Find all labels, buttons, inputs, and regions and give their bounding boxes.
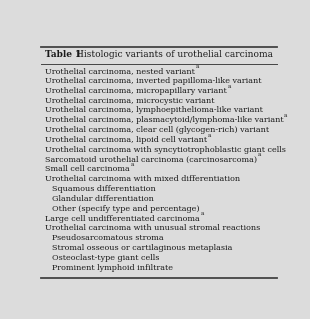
Text: Osteoclast-type giant cells: Osteoclast-type giant cells [52,254,159,262]
Text: Urothelial carcinoma, clear cell (glycogen-rich) variant: Urothelial carcinoma, clear cell (glycog… [45,126,269,134]
Text: Pseudosarcomatous stroma: Pseudosarcomatous stroma [52,234,164,242]
Text: Glandular differentiation: Glandular differentiation [52,195,154,203]
Text: Squamous differentiation: Squamous differentiation [52,185,156,193]
Text: a: a [227,84,231,89]
Text: Urothelial carcinoma, microcystic variant: Urothelial carcinoma, microcystic varian… [45,97,214,105]
Text: a: a [200,211,204,216]
Text: Urothelial carcinoma, micropapillary variant: Urothelial carcinoma, micropapillary var… [45,87,227,95]
Text: Urothelial carcinoma, lipoid cell variant: Urothelial carcinoma, lipoid cell varian… [45,136,207,144]
Text: Urothelial carcinoma, inverted papilloma-like variant: Urothelial carcinoma, inverted papilloma… [45,77,261,85]
Text: Large cell undifferentiated carcinoma: Large cell undifferentiated carcinoma [45,215,200,223]
Text: Urothelial carcinoma, lymphoepithelioma-like variant: Urothelial carcinoma, lymphoepithelioma-… [45,107,263,115]
Text: a: a [284,113,287,118]
Text: Urothelial carcinoma, nested variant: Urothelial carcinoma, nested variant [45,67,195,75]
Text: Other (specify type and percentage): Other (specify type and percentage) [52,205,200,213]
Text: Table 1: Table 1 [45,50,81,59]
Text: Sarcomatoid urothelial carcinoma (carcinosarcoma): Sarcomatoid urothelial carcinoma (carcin… [45,156,257,164]
Text: Histologic variants of urothelial carcinoma: Histologic variants of urothelial carcin… [76,50,273,59]
Text: Urothelial carcinoma, plasmacytoid/lymphoma-like variant: Urothelial carcinoma, plasmacytoid/lymph… [45,116,283,124]
Text: a: a [258,152,261,158]
Text: a: a [208,133,211,138]
Text: a: a [195,64,199,69]
Text: Urothelial carcinoma with unusual stromal reactions: Urothelial carcinoma with unusual stroma… [45,224,260,233]
Text: Urothelial carcinoma with mixed differentiation: Urothelial carcinoma with mixed differen… [45,175,240,183]
Text: Stromal osseous or cartilaginous metaplasia: Stromal osseous or cartilaginous metapla… [52,244,232,252]
Text: Prominent lymphoid infiltrate: Prominent lymphoid infiltrate [52,264,173,272]
Text: Urothelial carcinoma with syncytiotrophoblastic giant cells: Urothelial carcinoma with syncytiotropho… [45,146,286,154]
Text: a: a [130,162,134,167]
Text: Small cell carcinoma: Small cell carcinoma [45,166,130,174]
